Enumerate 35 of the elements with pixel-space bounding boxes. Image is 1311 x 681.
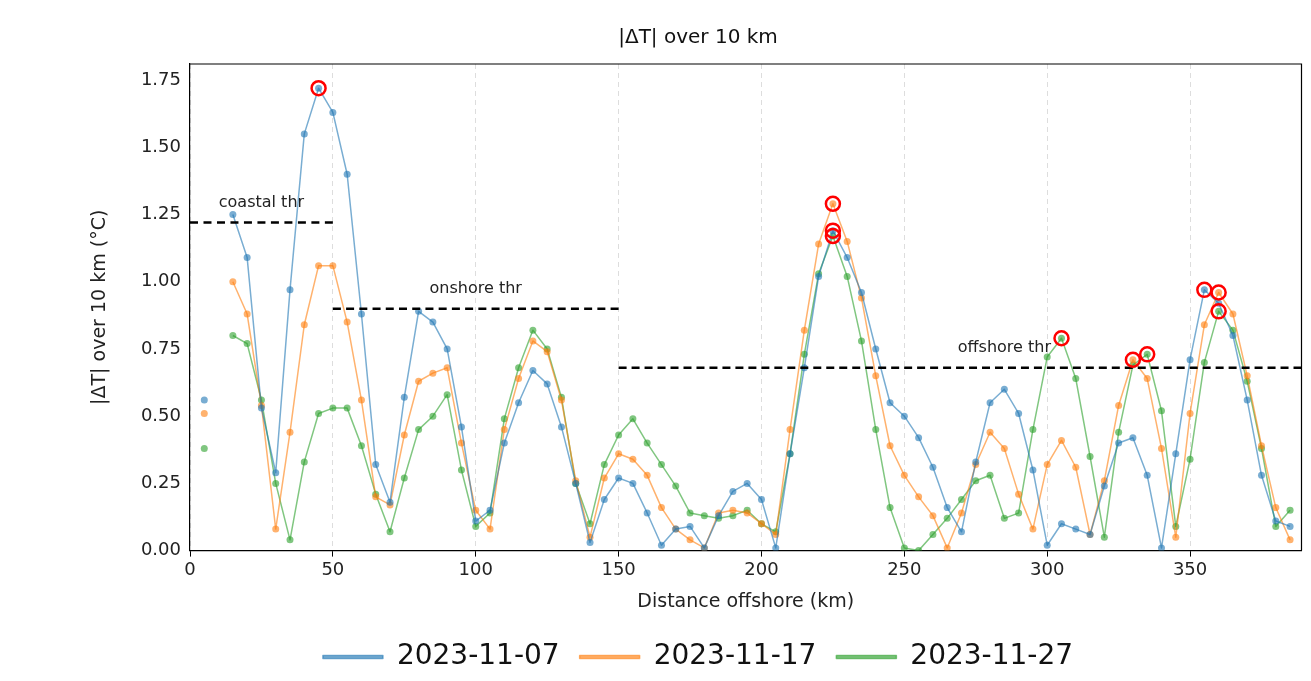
point — [1138, 346, 1156, 363]
y-axis-title: |ΔT| over 10 km (°C) — [87, 209, 111, 405]
annotation: onshore thr — [429, 277, 523, 297]
y-tick-label: 0.00 — [140, 538, 181, 560]
point — [824, 227, 842, 245]
x-tick-label: 50 — [321, 558, 345, 580]
y-tick-label: 1.50 — [140, 135, 181, 157]
x-tick-label: 0 — [184, 558, 196, 580]
legend-label: 2023-11-27 — [910, 638, 1074, 672]
y-tick-label: 1.25 — [140, 202, 181, 224]
annotation: coastal thr — [218, 191, 305, 211]
point — [310, 79, 327, 97]
y-tick-label: 0.25 — [140, 471, 181, 493]
y-tick-label: 1.75 — [140, 67, 181, 89]
chart-title: |ΔT| over 10 km — [618, 24, 778, 49]
point — [1196, 281, 1213, 299]
x-axis-title: Distance offshore (km) — [637, 588, 855, 611]
legend-label: 2023-11-07 — [396, 638, 560, 672]
annotation: offshore thr — [957, 336, 1052, 356]
point — [824, 222, 842, 239]
x-tick-label: 100 — [458, 558, 493, 580]
point — [1210, 303, 1227, 320]
y-tick-label: 0.75 — [140, 336, 181, 358]
legend-label: 2023-11-17 — [653, 638, 817, 672]
point — [1053, 329, 1070, 347]
x-tick-label: 200 — [744, 558, 779, 580]
point — [824, 195, 842, 213]
x-tick-label: 250 — [887, 558, 922, 580]
y-tick-label: 0.50 — [140, 403, 181, 425]
point — [1210, 284, 1227, 301]
y-tick-label: 1.00 — [140, 269, 181, 291]
point — [1124, 351, 1142, 368]
x-tick-label: 300 — [1030, 558, 1065, 580]
x-tick-label: 350 — [1172, 558, 1208, 580]
x-tick-label: 150 — [601, 558, 636, 580]
